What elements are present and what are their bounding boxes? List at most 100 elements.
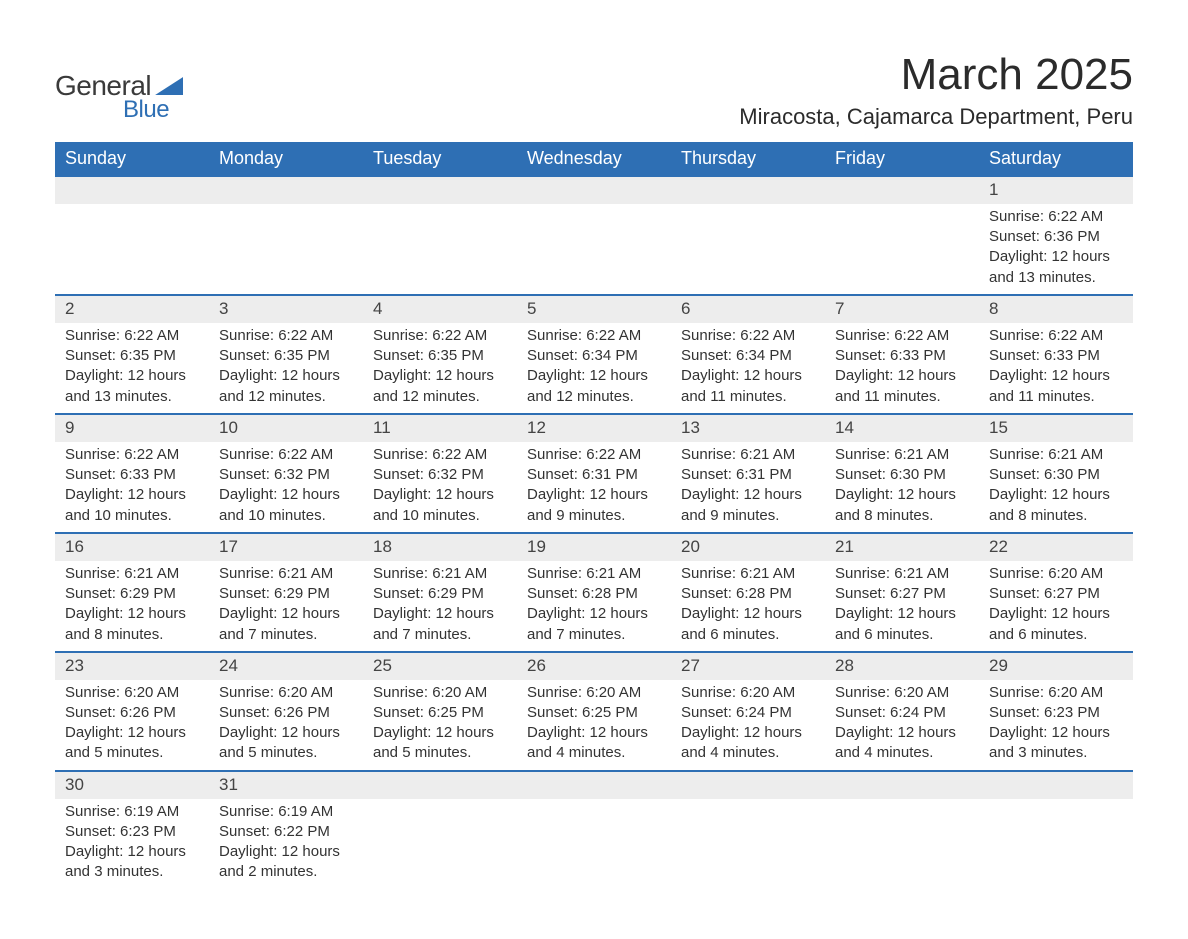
day-info-line: Sunrise: 6:20 AM [835, 683, 969, 703]
day-number-cell: 20 [671, 533, 825, 561]
day-number-cell: 15 [979, 414, 1133, 442]
day-info-line: Sunrise: 6:21 AM [681, 445, 815, 465]
day-content-cell: Sunrise: 6:20 AMSunset: 6:25 PMDaylight:… [363, 680, 517, 771]
day-number-cell: 30 [55, 771, 209, 799]
day-info-line: Sunrise: 6:20 AM [373, 683, 507, 703]
brand-logo: General Blue [55, 70, 183, 124]
day-info-line: Sunset: 6:26 PM [219, 703, 353, 723]
day-info-line: Sunrise: 6:22 AM [835, 326, 969, 346]
day-header: Friday [825, 142, 979, 176]
day-info-line: Sunset: 6:36 PM [989, 227, 1123, 247]
day-info-line: Daylight: 12 hours [681, 604, 815, 624]
day-content-cell: Sunrise: 6:21 AMSunset: 6:28 PMDaylight:… [671, 561, 825, 652]
week-content-row: Sunrise: 6:22 AMSunset: 6:35 PMDaylight:… [55, 323, 1133, 414]
calendar-table: Sunday Monday Tuesday Wednesday Thursday… [55, 142, 1133, 889]
day-number-cell [979, 771, 1133, 799]
day-number-cell [517, 771, 671, 799]
day-info-line: Sunset: 6:35 PM [65, 346, 199, 366]
day-info-line: Sunrise: 6:22 AM [989, 207, 1123, 227]
day-info-line: Sunrise: 6:20 AM [989, 683, 1123, 703]
day-info-line: Sunrise: 6:22 AM [527, 326, 661, 346]
day-content-cell [517, 799, 671, 889]
day-number-cell: 28 [825, 652, 979, 680]
day-info-line: Daylight: 12 hours [219, 842, 353, 862]
day-header: Sunday [55, 142, 209, 176]
week-daynum-row: 1 [55, 176, 1133, 204]
day-number-cell: 5 [517, 295, 671, 323]
day-number-cell: 12 [517, 414, 671, 442]
day-content-cell: Sunrise: 6:20 AMSunset: 6:27 PMDaylight:… [979, 561, 1133, 652]
day-info-line: Sunrise: 6:22 AM [373, 445, 507, 465]
day-info-line: Sunrise: 6:21 AM [527, 564, 661, 584]
day-info-line: and 2 minutes. [219, 862, 353, 882]
day-info-line: Daylight: 12 hours [527, 485, 661, 505]
day-info-line: Sunset: 6:30 PM [989, 465, 1123, 485]
day-number-cell: 13 [671, 414, 825, 442]
day-info-line: Daylight: 12 hours [65, 604, 199, 624]
day-info-line: Sunset: 6:35 PM [373, 346, 507, 366]
day-info-line: Sunset: 6:27 PM [835, 584, 969, 604]
day-content-cell: Sunrise: 6:21 AMSunset: 6:30 PMDaylight:… [825, 442, 979, 533]
day-info-line: and 5 minutes. [65, 743, 199, 763]
day-info-line: Sunset: 6:28 PM [527, 584, 661, 604]
day-number-cell: 23 [55, 652, 209, 680]
day-info-line: Daylight: 12 hours [219, 604, 353, 624]
day-content-cell: Sunrise: 6:22 AMSunset: 6:33 PMDaylight:… [55, 442, 209, 533]
week-daynum-row: 23242526272829 [55, 652, 1133, 680]
day-info-line: and 8 minutes. [989, 506, 1123, 526]
day-info-line: and 3 minutes. [65, 862, 199, 882]
day-info-line: Sunset: 6:28 PM [681, 584, 815, 604]
day-content-cell: Sunrise: 6:20 AMSunset: 6:24 PMDaylight:… [671, 680, 825, 771]
day-info-line: Sunrise: 6:21 AM [681, 564, 815, 584]
day-number-cell: 7 [825, 295, 979, 323]
day-content-cell: Sunrise: 6:20 AMSunset: 6:26 PMDaylight:… [55, 680, 209, 771]
day-info-line: and 10 minutes. [219, 506, 353, 526]
location-subtitle: Miracosta, Cajamarca Department, Peru [739, 104, 1133, 130]
day-info-line: Sunset: 6:32 PM [219, 465, 353, 485]
day-number-cell: 19 [517, 533, 671, 561]
day-info-line: Sunset: 6:31 PM [681, 465, 815, 485]
day-content-cell [825, 204, 979, 295]
day-info-line: Sunrise: 6:22 AM [219, 445, 353, 465]
day-content-cell: Sunrise: 6:22 AMSunset: 6:35 PMDaylight:… [363, 323, 517, 414]
day-content-cell: Sunrise: 6:22 AMSunset: 6:36 PMDaylight:… [979, 204, 1133, 295]
day-info-line: Sunrise: 6:21 AM [835, 445, 969, 465]
day-info-line: Sunrise: 6:21 AM [373, 564, 507, 584]
week-content-row: Sunrise: 6:21 AMSunset: 6:29 PMDaylight:… [55, 561, 1133, 652]
day-number-cell [209, 176, 363, 204]
day-info-line: Sunrise: 6:20 AM [681, 683, 815, 703]
day-info-line: Sunset: 6:33 PM [989, 346, 1123, 366]
day-content-cell: Sunrise: 6:20 AMSunset: 6:25 PMDaylight:… [517, 680, 671, 771]
day-content-cell: Sunrise: 6:22 AMSunset: 6:32 PMDaylight:… [209, 442, 363, 533]
day-header: Monday [209, 142, 363, 176]
day-info-line: and 13 minutes. [65, 387, 199, 407]
day-content-cell: Sunrise: 6:20 AMSunset: 6:24 PMDaylight:… [825, 680, 979, 771]
day-info-line: Sunset: 6:29 PM [219, 584, 353, 604]
day-number-cell: 31 [209, 771, 363, 799]
day-info-line: Daylight: 12 hours [989, 604, 1123, 624]
day-number-cell: 27 [671, 652, 825, 680]
day-info-line: Daylight: 12 hours [681, 723, 815, 743]
day-info-line: and 6 minutes. [989, 625, 1123, 645]
day-content-cell [363, 799, 517, 889]
day-content-cell: Sunrise: 6:22 AMSunset: 6:35 PMDaylight:… [55, 323, 209, 414]
day-info-line: and 4 minutes. [835, 743, 969, 763]
day-info-line: and 3 minutes. [989, 743, 1123, 763]
day-number-cell: 9 [55, 414, 209, 442]
day-info-line: Sunrise: 6:22 AM [219, 326, 353, 346]
day-number-cell [517, 176, 671, 204]
day-info-line: and 7 minutes. [373, 625, 507, 645]
day-info-line: Sunrise: 6:22 AM [527, 445, 661, 465]
day-info-line: Sunset: 6:35 PM [219, 346, 353, 366]
day-number-cell [55, 176, 209, 204]
brand-text-2: Blue [123, 96, 183, 124]
day-info-line: and 9 minutes. [527, 506, 661, 526]
day-number-cell: 16 [55, 533, 209, 561]
day-info-line: Sunrise: 6:22 AM [681, 326, 815, 346]
day-header: Wednesday [517, 142, 671, 176]
day-info-line: and 12 minutes. [527, 387, 661, 407]
day-info-line: and 5 minutes. [219, 743, 353, 763]
day-info-line: Daylight: 12 hours [219, 366, 353, 386]
day-content-cell: Sunrise: 6:21 AMSunset: 6:28 PMDaylight:… [517, 561, 671, 652]
week-daynum-row: 9101112131415 [55, 414, 1133, 442]
